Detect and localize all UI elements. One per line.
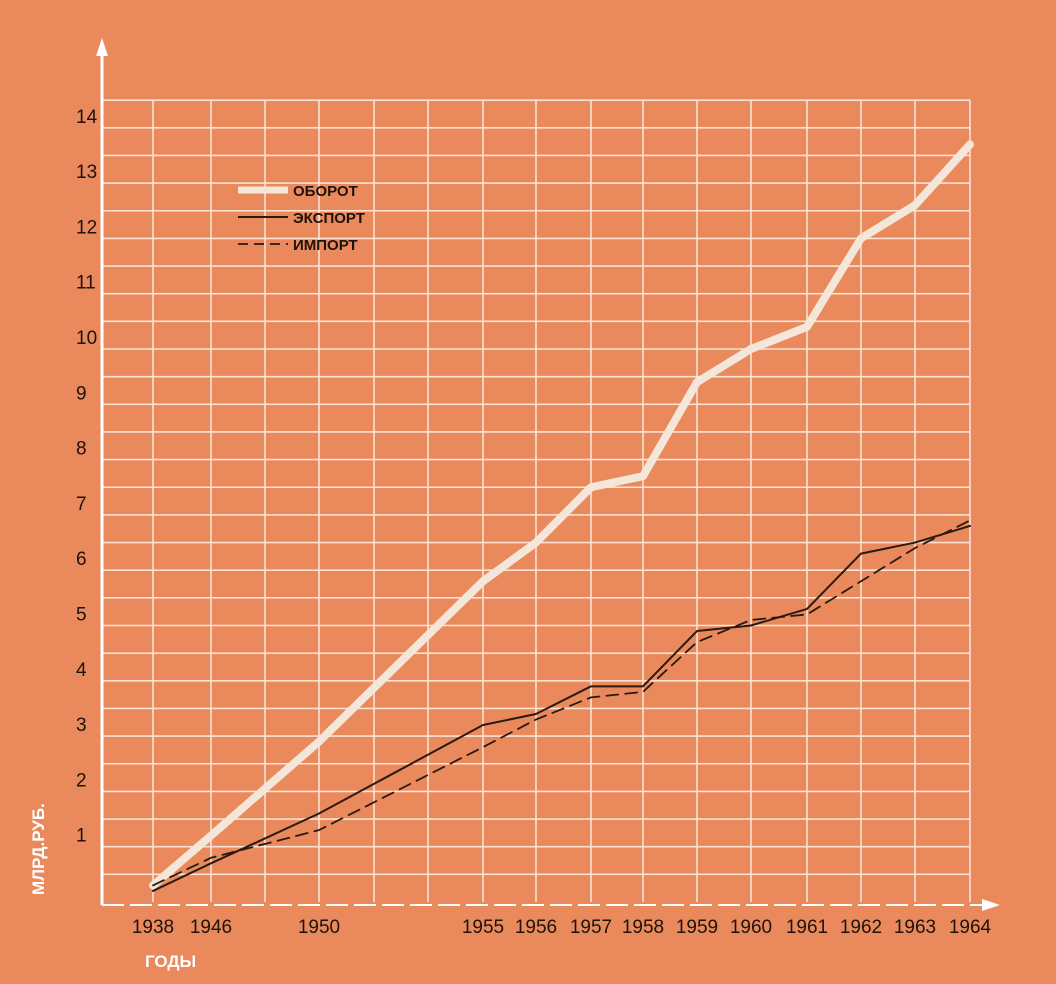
x-tick-label: 1964 — [949, 917, 992, 938]
y-tick-label: 11 — [76, 273, 96, 294]
y-tick-label: 8 — [76, 439, 87, 460]
legend-label: ОБОРОТ — [293, 183, 358, 200]
x-axis-title: ГОДЫ — [145, 952, 196, 971]
x-tick-label: 1963 — [894, 917, 936, 938]
x-tick-label: 1950 — [298, 917, 340, 938]
y-tick-label: 2 — [76, 770, 87, 791]
series-line — [149, 140, 974, 890]
grid-lines — [102, 99, 971, 902]
y-tick-label: 4 — [76, 660, 87, 681]
y-tick-label: 9 — [76, 383, 87, 404]
y-axis-title: МЛРД.РУБ. — [29, 803, 48, 895]
legend-label: ЭКСПОРТ — [293, 210, 365, 227]
x-axis-arrow-icon — [982, 899, 1000, 911]
series-line — [152, 524, 971, 892]
series-line — [152, 519, 971, 887]
y-tick-label: 6 — [76, 549, 87, 570]
y-tick-label: 3 — [76, 715, 87, 736]
legend: ОБОРОТ ЭКСПОРТ ИМПОРТ — [238, 183, 365, 254]
x-tick-label: 1958 — [622, 917, 664, 938]
y-tick-label: 14 — [76, 107, 98, 128]
x-tick-label: 1956 — [515, 917, 557, 938]
x-tick-labels: 1938 1946 1950 1955 1956 1957 1958 1959 1960 1961… — [132, 917, 992, 938]
x-tick-label: 1962 — [840, 917, 882, 938]
x-tick-label: 1960 — [730, 917, 772, 938]
x-tick-label: 1946 — [190, 917, 232, 938]
y-tick-label: 13 — [76, 162, 97, 183]
y-tick-label: 12 — [76, 217, 97, 238]
y-tick-label: 10 — [76, 328, 97, 349]
y-axis-arrow-icon — [96, 38, 108, 56]
y-tick-label: 5 — [76, 605, 87, 626]
legend-label: ИМПОРТ — [293, 237, 358, 254]
x-tick-label: 1957 — [570, 917, 612, 938]
x-tick-label: 1955 — [462, 917, 504, 938]
x-tick-label: 1961 — [786, 917, 828, 938]
axes — [96, 38, 1000, 911]
y-tick-label: 7 — [76, 494, 87, 515]
x-tick-label: 1938 — [132, 917, 174, 938]
series-lines — [149, 140, 974, 892]
x-tick-label: 1959 — [676, 917, 718, 938]
y-tick-label: 1 — [76, 826, 87, 847]
